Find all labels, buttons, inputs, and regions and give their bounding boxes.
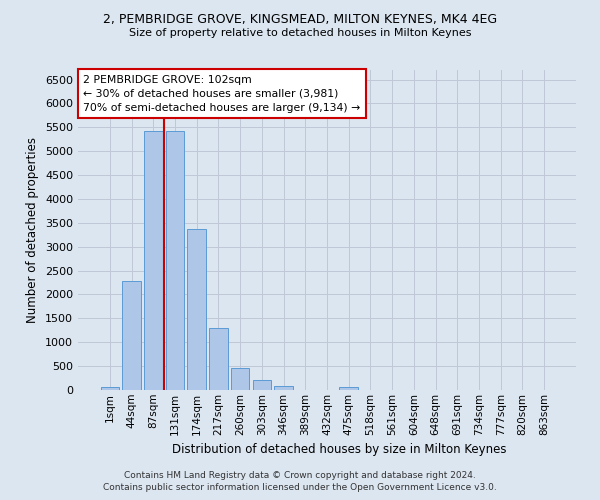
Text: Contains HM Land Registry data © Crown copyright and database right 2024.: Contains HM Land Registry data © Crown c… (124, 471, 476, 480)
Text: Contains public sector information licensed under the Open Government Licence v3: Contains public sector information licen… (103, 484, 497, 492)
Bar (122, 281, 141, 390)
Y-axis label: Number of detached properties: Number of detached properties (26, 137, 40, 323)
Bar (166, 130, 184, 390)
Bar (274, 386, 293, 390)
Bar (187, 228, 206, 390)
Bar (101, 386, 119, 390)
Text: 2, PEMBRIDGE GROVE, KINGSMEAD, MILTON KEYNES, MK4 4EG: 2, PEMBRIDGE GROVE, KINGSMEAD, MILTON KE… (103, 12, 497, 26)
Text: Distribution of detached houses by size in Milton Keynes: Distribution of detached houses by size … (172, 442, 506, 456)
Bar (144, 130, 163, 390)
Text: 2 PEMBRIDGE GROVE: 102sqm
← 30% of detached houses are smaller (3,981)
70% of se: 2 PEMBRIDGE GROVE: 102sqm ← 30% of detac… (83, 75, 360, 113)
Bar (231, 368, 250, 390)
Bar (209, 328, 227, 390)
Text: Size of property relative to detached houses in Milton Keynes: Size of property relative to detached ho… (129, 28, 471, 38)
Bar (253, 380, 271, 390)
Bar (340, 386, 358, 390)
